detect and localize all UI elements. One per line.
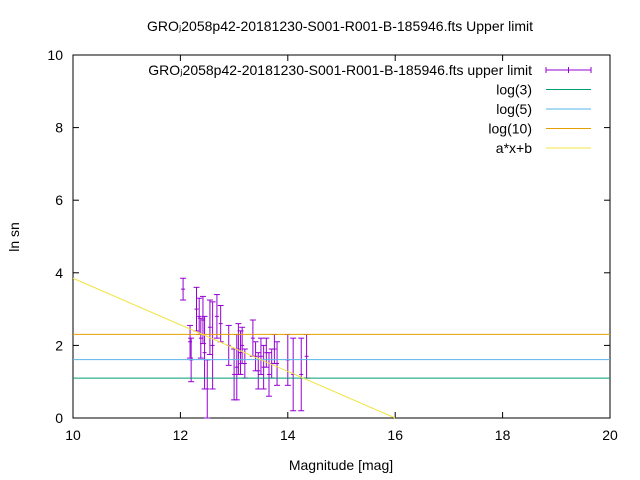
error-bar-point	[193, 286, 200, 332]
error-bar-point	[239, 326, 246, 365]
plot-frame	[72, 54, 611, 419]
fit-line	[72, 277, 396, 419]
y-tick-label: 4	[55, 265, 63, 281]
x-tick-label: 18	[495, 427, 511, 443]
error-bar-point	[209, 301, 216, 390]
error-bar-point	[180, 277, 187, 301]
error-bar-point	[206, 299, 213, 355]
legend-label: GROⱼ2058p42-20181230-S001-R001-B-185946.…	[148, 62, 532, 78]
x-tick-label: 12	[173, 427, 189, 443]
x-tick-label: 10	[65, 427, 81, 443]
error-bar-point	[298, 337, 305, 412]
y-axis-label: ln sn	[6, 222, 22, 252]
error-bar-point	[303, 334, 310, 379]
series-layer	[72, 277, 610, 419]
error-bar-point	[213, 294, 220, 339]
error-bar-point	[201, 315, 208, 390]
y-tick-label: 2	[55, 337, 63, 353]
legend-label: a*x+b	[496, 140, 532, 156]
x-axis-label: Magnitude [mag]	[289, 457, 393, 473]
error-bar-point	[257, 337, 264, 375]
x-axis: 10 12 14 16 18 20	[65, 55, 618, 443]
x-tick-label: 16	[387, 427, 403, 443]
legend: GROⱼ2058p42-20181230-S001-R001-B-185946.…	[148, 62, 592, 156]
y-tick-label: 8	[55, 120, 63, 136]
x-tick-label: 20	[602, 427, 618, 443]
legend-label: log(10)	[488, 121, 532, 137]
y-tick-label: 0	[55, 410, 63, 426]
legend-label: log(3)	[496, 82, 532, 98]
legend-label: log(5)	[496, 101, 532, 117]
y-tick-label: 10	[47, 47, 63, 63]
y-axis: 0 2 4 6 8 10	[47, 47, 610, 426]
x-tick-label: 14	[280, 427, 296, 443]
error-bar-point	[217, 304, 224, 343]
y-tick-label: 6	[55, 192, 63, 208]
error-bar-point	[249, 319, 256, 357]
chart-title: GROⱼ2058p42-20181230-S001-R001-B-185946.…	[147, 18, 533, 34]
